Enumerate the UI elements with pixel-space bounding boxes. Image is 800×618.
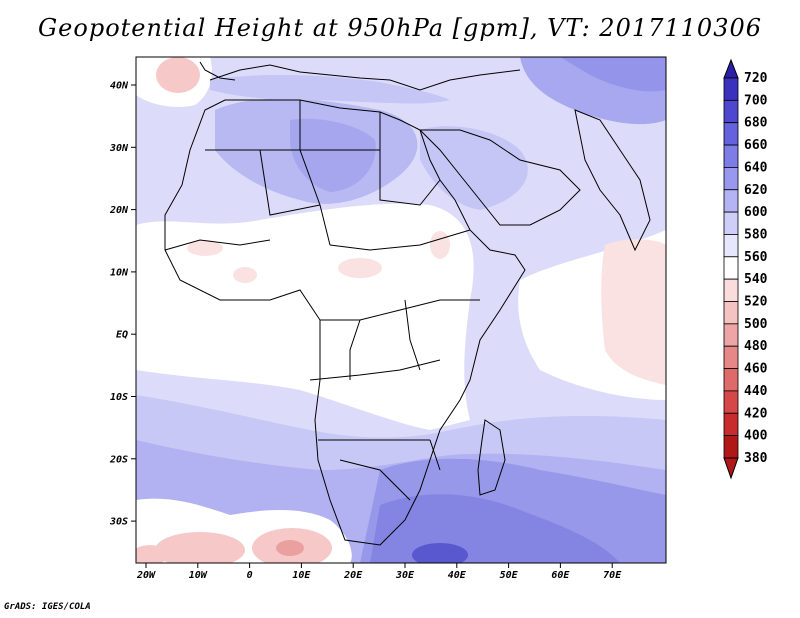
colorbar-label: 640 [744,160,768,175]
lat-tick-label: EQ [116,330,128,341]
colorbar-label: 480 [744,339,768,354]
colorbar-label: 400 [744,429,768,444]
africa-outline [164,99,526,546]
lon-tick-label: 40E [448,570,467,581]
plot-frame [135,56,667,564]
field-libya [290,118,376,192]
colorbar-swatch [723,211,739,235]
border-12 [349,319,361,380]
colorbar-label: 680 [744,116,768,131]
field-mediterranean [210,74,450,104]
field-deep-blue-low [412,543,468,563]
lon-tick-label: 60E [551,570,570,581]
colorbar-label: 520 [744,295,768,310]
colorbar-bottom-arrow [723,457,739,480]
footer-credit: GrADS: IGES/COLA [4,602,91,612]
latitude-axis: 40N 30N 20N 10N EQ 10S 20S 30S [109,81,136,528]
field-pink-sahel-4 [430,231,450,259]
colorbar-label: 560 [744,250,768,265]
colorbar-swatch [723,144,739,168]
colorbar-swatch [723,278,739,302]
colorbar-label: 700 [744,93,768,108]
chart-title: Geopotential Height at 950hPa [gpm], VT:… [38,14,762,42]
field-pink-iberia [156,57,200,93]
colorbar-label: 500 [744,317,768,332]
colorbar: 720 700 680 660 640 620 600 580 560 540 520 500 480 4… [723,58,768,480]
border-9 [339,459,411,501]
border-6 [320,299,480,321]
border-2 [259,149,321,216]
colorbar-swatch [723,368,739,392]
madagascar-outline [477,419,506,496]
border-3 [299,100,331,246]
colorbar-label: 440 [744,384,768,399]
field-northeast-dark [560,57,666,92]
colorbar-label: 580 [744,227,768,242]
lat-tick-label: 20S [109,454,128,465]
colorbar-swatch [723,323,739,347]
lon-tick-label: 0 [247,570,253,581]
colorbar-swatch [723,77,739,101]
map-field [136,57,666,563]
lat-tick-label: 10S [110,392,128,403]
colorbar-label: 600 [744,205,768,220]
border-10 [164,239,271,251]
field-pink-low-core [276,540,304,556]
colorbar-swatch [723,390,739,414]
arabia-outline [418,129,581,226]
iberia-coast [199,61,236,81]
lon-tick-label: 20E [343,570,363,581]
colorbar-swatch [723,234,739,258]
colorbar-swatch [723,189,739,213]
colorbar-label: 620 [744,183,768,198]
lon-tick-label: 20W [136,570,156,581]
colorbar-swatch [723,122,739,146]
colorbar-label: 420 [744,406,768,421]
colorbar-label: 380 [744,451,768,466]
colorbar-swatch [723,166,739,191]
lon-tick-label: 30E [395,570,415,581]
longitude-axis: 20W 10W 0 10E 20E 30E 40E 50E 60E 70E [136,563,622,581]
colorbar-label: 540 [744,272,768,287]
colorbar-swatch [723,435,739,459]
colorbar-label: 460 [744,362,768,377]
border-11 [404,299,421,371]
colorbar-top-arrow [723,58,739,79]
border-13 [429,439,441,471]
lon-tick-label: 50E [500,570,519,581]
europe-coast [209,64,521,91]
colorbar-swatch [723,412,739,437]
coastlines [164,61,651,546]
lat-tick-label: 40N [110,81,129,92]
lat-tick-label: 20N [109,205,129,216]
colorbar-label: 720 [744,71,768,86]
colorbar-swatch [723,256,739,280]
border-4 [379,112,441,206]
lon-tick-label: 10E [292,570,311,581]
field-white-band [136,203,474,430]
border-7 [309,359,441,381]
lat-tick-label: 10N [110,267,129,278]
field-pink-low-3 [136,545,168,563]
lon-tick-label: 70E [603,570,622,581]
field-pink-sahel-1 [187,240,223,256]
colorbar-label: 660 [744,138,768,153]
field-pink-sahel-3 [338,258,382,278]
lat-tick-label: 30S [109,517,128,528]
border-5 [329,229,471,251]
colorbar-swatch [723,345,739,369]
field-pink-sahel-2 [233,267,257,283]
india-outline [574,109,651,252]
lat-tick-label: 30N [109,143,129,154]
lon-tick-label: 10W [189,570,208,581]
colorbar-swatch [723,99,739,124]
field-pink-east [601,239,666,385]
field-pink-low-1 [155,532,245,563]
colorbar-swatch [723,301,739,325]
